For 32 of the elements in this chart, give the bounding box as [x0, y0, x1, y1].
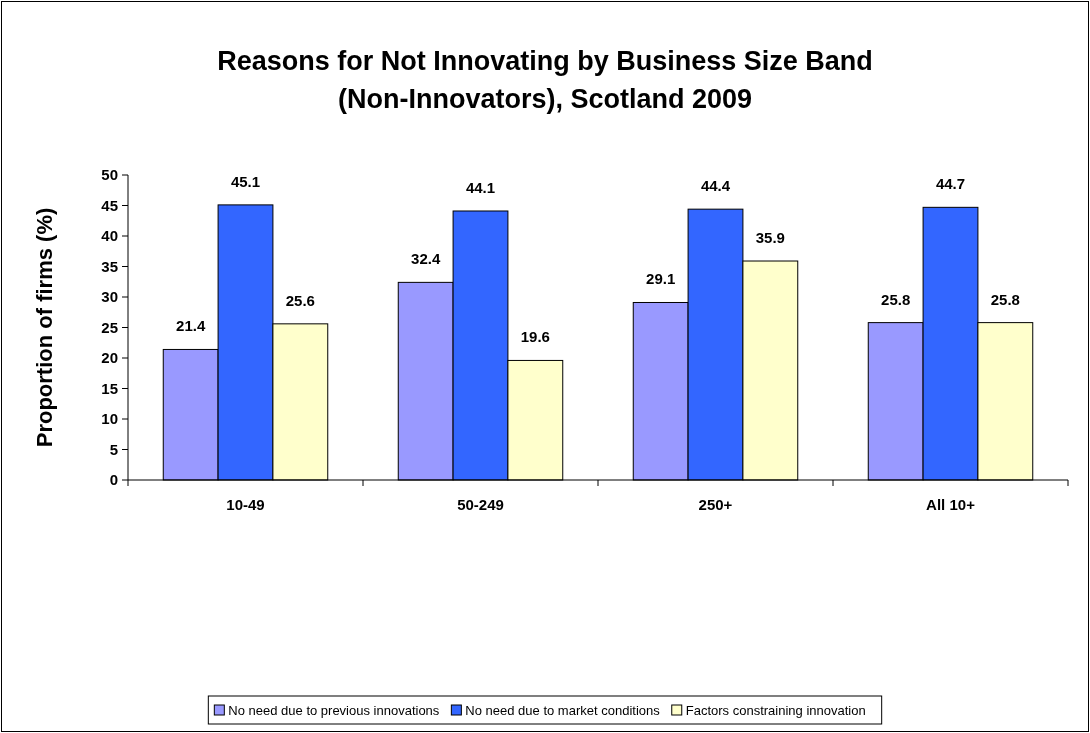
y-tick-label: 35 — [101, 257, 118, 275]
legend-label: No need due to market conditions — [465, 702, 661, 718]
data-label: 44.1 — [465, 178, 496, 196]
x-tick-label: All 10+ — [926, 496, 976, 513]
data-label: 45.1 — [230, 172, 261, 190]
data-label: 44.4 — [700, 177, 731, 195]
data-label: 19.6 — [520, 328, 550, 346]
y-axis-title: Proportion of firms (%) — [32, 207, 57, 448]
y-tick-label: 10 — [101, 410, 118, 428]
y-tick-label: 45 — [101, 196, 118, 214]
data-label: 21.4 — [176, 317, 206, 335]
data-label: 32.4 — [411, 250, 441, 268]
legend-label: No need due to previous innovations — [228, 702, 440, 718]
data-label: 35.9 — [755, 229, 785, 247]
data-label: 25.8 — [990, 290, 1020, 308]
data-label: 25.6 — [285, 291, 315, 309]
data-label: 29.1 — [646, 270, 676, 288]
data-label: 25.8 — [881, 290, 911, 308]
y-tick-label: 0 — [109, 471, 118, 489]
x-tick-label: 10-49 — [226, 496, 265, 513]
y-tick-label: 40 — [101, 227, 118, 245]
y-tick-label: 25 — [101, 318, 118, 336]
x-tick-label: 50-249 — [457, 496, 504, 513]
y-tick-label: 20 — [101, 349, 118, 367]
y-tick-label: 15 — [101, 379, 118, 397]
x-tick-label: 250+ — [698, 496, 733, 513]
y-tick-label: 5 — [109, 440, 118, 458]
y-tick-label: 50 — [101, 166, 118, 184]
legend-label: Factors constraining innovation — [685, 702, 866, 718]
y-tick-label: 30 — [101, 288, 118, 306]
chart-title: Reasons for Not Innovating by Business Size Band (Non-Innovators), Scotland 2009 — [217, 46, 873, 114]
data-label: 44.7 — [935, 175, 966, 193]
